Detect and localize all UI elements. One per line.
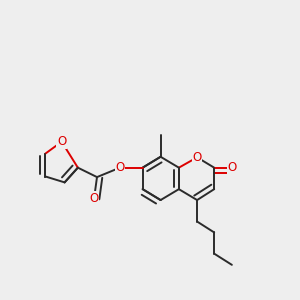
- Text: O: O: [89, 192, 99, 205]
- Text: O: O: [115, 161, 124, 174]
- Text: O: O: [193, 151, 202, 164]
- Text: O: O: [57, 135, 66, 148]
- Text: O: O: [227, 161, 236, 174]
